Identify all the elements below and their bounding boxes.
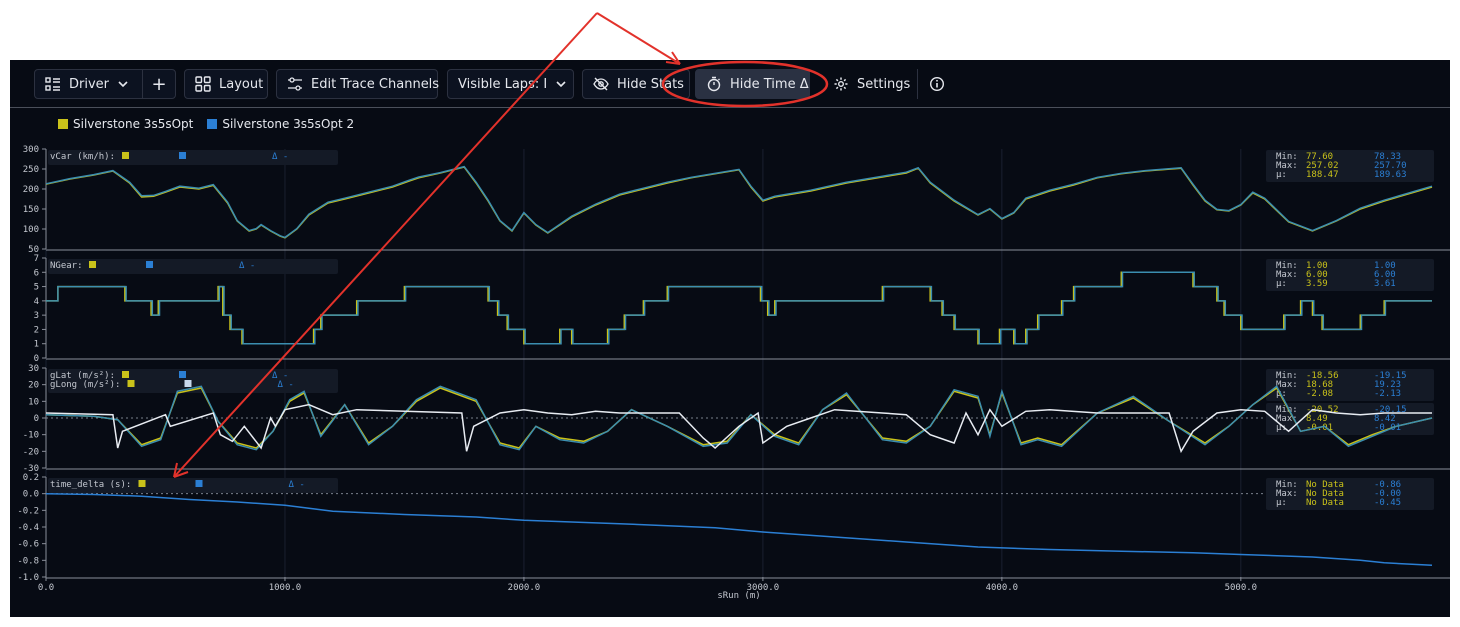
y-tick-label: 5 [34, 283, 39, 293]
channel-delta: Δ - [278, 380, 294, 390]
annotation-arrow-to-button [597, 13, 680, 64]
stats-value-b: 3.61 [1374, 279, 1396, 289]
stats-value-b: 189.63 [1374, 170, 1407, 180]
y-tick-label: 200 [23, 185, 39, 195]
y-tick-label: 0.0 [23, 490, 39, 500]
y-tick-label: 150 [23, 205, 39, 215]
telemetry-app: Driver + Layout Edit Trace Channels Visi… [10, 60, 1450, 617]
x-tick-label: 1000.0 [269, 583, 302, 593]
channel-swatch-b [196, 480, 203, 487]
y-tick-label: -20 [23, 447, 39, 457]
y-tick-label: 3 [34, 311, 39, 321]
series-line-2-1 [46, 386, 1432, 449]
channel-swatch-a [122, 152, 129, 159]
x-tick-label: 5000.0 [1225, 583, 1258, 593]
series-line-3-0 [46, 494, 1432, 566]
y-tick-label: 20 [28, 381, 39, 391]
stats-label: µ: [1276, 279, 1287, 289]
stats-value-a: 188.47 [1306, 170, 1339, 180]
y-tick-label: -10 [23, 431, 39, 441]
channel-delta: Δ - [239, 261, 255, 271]
y-tick-label: -0.2 [17, 506, 39, 516]
y-tick-label: 1 [34, 340, 39, 350]
y-tick-label: 0 [34, 414, 39, 424]
y-tick-label: 7 [34, 254, 39, 264]
channel-name: vCar (km/h): [50, 152, 115, 162]
channel-swatch-a [128, 380, 135, 387]
channel-swatch-b [185, 380, 192, 387]
channel-delta: Δ - [289, 480, 305, 490]
y-tick-label: -1.0 [17, 573, 39, 583]
x-tick-label: 2000.0 [508, 583, 541, 593]
channel-swatch-b [179, 152, 186, 159]
y-tick-label: 0 [34, 354, 39, 364]
x-tick-label: 0.0 [38, 583, 54, 593]
channel-swatch-b [179, 371, 186, 378]
y-tick-label: 10 [28, 397, 39, 407]
y-tick-label: -0.6 [17, 540, 39, 550]
y-tick-label: 250 [23, 165, 39, 175]
channel-name: NGear: [50, 261, 83, 271]
y-tick-label: 2 [34, 325, 39, 335]
y-tick-label: 6 [34, 268, 39, 278]
series-line-0-0 [46, 167, 1432, 238]
stats-label: µ: [1276, 170, 1287, 180]
stats-value-a: -2.08 [1306, 389, 1333, 399]
channel-swatch-b [146, 261, 153, 268]
x-axis-label: sRun (m) [717, 591, 760, 601]
channel-name: gLong (m/s²): [50, 380, 120, 390]
y-tick-label: 4 [34, 297, 39, 307]
channel-swatch-a [139, 480, 146, 487]
y-tick-label: -0.4 [17, 523, 39, 533]
y-tick-label: -0.8 [17, 556, 39, 566]
stats-value-a: No Data [1306, 498, 1344, 508]
channel-name: time_delta (s): [50, 480, 131, 490]
y-tick-label: 0.2 [23, 473, 39, 483]
series-line-0-1 [46, 167, 1432, 238]
stats-value-a: 3.59 [1306, 279, 1328, 289]
y-tick-label: 300 [23, 145, 39, 155]
stats-value-b: -0.01 [1374, 423, 1401, 433]
series-line-1-0 [46, 272, 1432, 343]
y-tick-label: 30 [28, 364, 39, 374]
channel-delta: Δ - [272, 152, 288, 162]
y-tick-label: 100 [23, 225, 39, 235]
channel-swatch-a [122, 371, 129, 378]
channel-swatch-a [89, 261, 96, 268]
stats-value-b: -0.45 [1374, 498, 1401, 508]
x-tick-label: 4000.0 [986, 583, 1019, 593]
stats-value-b: -2.13 [1374, 389, 1401, 399]
stats-label: µ: [1276, 498, 1287, 508]
